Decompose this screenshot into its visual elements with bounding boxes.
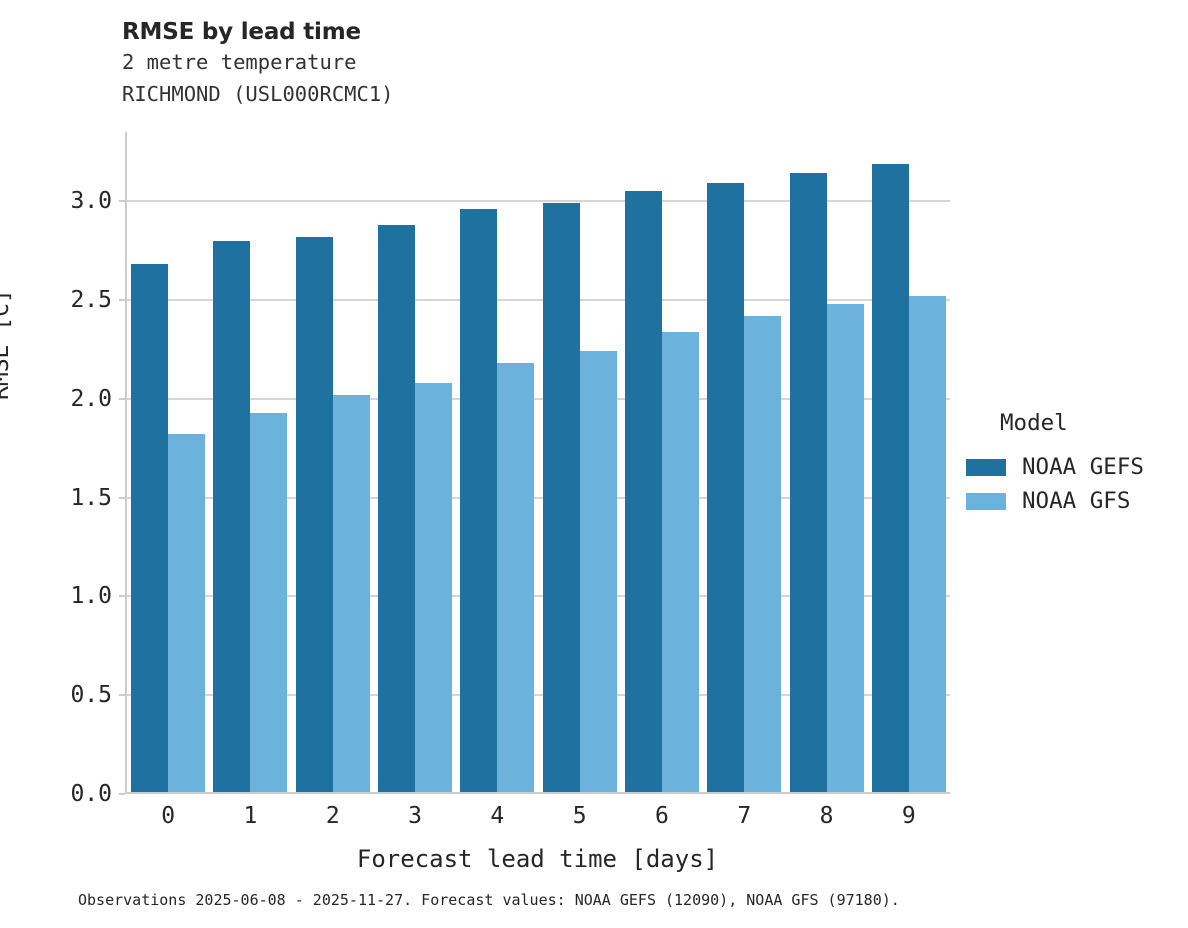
gridline [127, 496, 950, 499]
y-axis-tick-label: 1.5 [70, 484, 112, 511]
subtitle-variable: 2 metre temperature [122, 50, 357, 74]
bar-gefs-day-1[interactable] [213, 240, 251, 792]
y-axis-tick-mark [119, 793, 125, 795]
x-axis-tick-label: 9 [901, 803, 916, 829]
bar-gfs-day-8[interactable] [826, 303, 864, 792]
legend-swatch-icon [966, 492, 1006, 510]
legend-item-label: NOAA GFS [1022, 487, 1131, 514]
title-block: RMSE by lead time 2 metre temperature RI… [122, 18, 922, 110]
bar-group [789, 132, 864, 792]
y-axis-tick-mark [119, 496, 125, 499]
gridline [127, 595, 950, 598]
bar-gfs-day-4[interactable] [497, 363, 535, 792]
bar-group [624, 132, 699, 792]
bar-gfs-day-1[interactable] [250, 412, 288, 792]
y-axis-spine [125, 132, 127, 794]
x-axis-tick-labels: 0 1 2 3 4 5 6 7 8 9 [127, 805, 950, 839]
y-axis-title: RMSE [C] [0, 289, 14, 400]
y-axis-tick-mark [119, 298, 125, 301]
legend: Model NOAA GEFS NOAA GFS [966, 410, 1180, 518]
bar-group [542, 132, 617, 792]
y-axis-tick-mark [119, 200, 125, 203]
x-axis-tick-label: 6 [655, 803, 669, 829]
bar-group [295, 132, 370, 792]
bar-gefs-day-9[interactable] [871, 163, 909, 792]
bar-gfs-day-0[interactable] [168, 434, 206, 792]
x-axis-tick-label: 4 [490, 803, 505, 829]
bar-gfs-day-5[interactable] [579, 351, 617, 792]
x-axis-title: Forecast lead time [days] [356, 845, 719, 873]
gridline [127, 397, 950, 400]
x-axis-spine [125, 792, 950, 794]
gridline [127, 200, 950, 203]
bar-gefs-day-6[interactable] [624, 191, 662, 792]
y-axis-tick-label: 2.5 [70, 286, 112, 313]
bar-gefs-day-0[interactable] [131, 264, 169, 792]
bar-group [378, 132, 453, 792]
y-axis-tick-label: 2.0 [70, 385, 112, 412]
legend-item-gfs[interactable]: NOAA GFS [966, 484, 1180, 518]
y-axis-tick-label: 1.0 [70, 583, 112, 610]
y-axis-tick-mark [119, 397, 125, 400]
bar-gefs-day-2[interactable] [295, 236, 333, 792]
bar-gefs-day-7[interactable] [707, 183, 745, 792]
y-axis-tick-mark [119, 694, 125, 697]
y-axis-tick-mark [119, 595, 125, 598]
legend-rows: NOAA GEFS NOAA GFS [966, 450, 1180, 518]
bar-gfs-day-7[interactable] [744, 315, 782, 792]
y-axis-tick-labels: 0.0 0.5 1.0 1.5 2.0 2.5 3.0 [38, 132, 112, 806]
bar-gfs-day-9[interactable] [908, 296, 946, 792]
bar-gefs-day-5[interactable] [542, 203, 580, 792]
subtitle-station: RICHMOND (USL000RCMC1) [122, 82, 394, 106]
bar-group [871, 132, 946, 792]
x-axis-tick-label: 2 [325, 803, 340, 829]
bar-gfs-day-2[interactable] [332, 394, 370, 792]
gridline [127, 298, 950, 301]
bar-gefs-day-4[interactable] [460, 209, 498, 792]
y-axis-tick-label: 0.5 [70, 682, 112, 709]
chart-caption: Observations 2025-06-08 - 2025-11-27. Fo… [78, 891, 900, 909]
legend-swatch-icon [966, 458, 1006, 476]
legend-item-label: NOAA GEFS [1022, 453, 1144, 480]
page-title: RMSE by lead time [122, 19, 361, 45]
bar-group [131, 132, 206, 792]
x-axis-tick-label: 7 [737, 803, 752, 829]
bar-gfs-day-3[interactable] [415, 382, 453, 792]
plot-area [119, 132, 950, 795]
bar-group [460, 132, 535, 792]
legend-item-gefs[interactable]: NOAA GEFS [966, 450, 1180, 484]
bar-group [707, 132, 782, 792]
bar-group [213, 132, 288, 792]
bar-gefs-day-8[interactable] [789, 173, 827, 792]
bar-gfs-day-6[interactable] [661, 331, 699, 792]
x-axis-tick-label: 3 [408, 803, 422, 829]
gridline [127, 694, 950, 697]
x-axis-tick-label: 1 [243, 803, 258, 829]
legend-title: Model [1000, 410, 1068, 436]
x-axis-tick-label: 5 [572, 803, 587, 829]
x-axis-tick-label: 8 [819, 803, 834, 829]
y-axis-tick-label: 0.0 [70, 781, 112, 807]
bar-gefs-day-3[interactable] [378, 224, 416, 792]
x-axis-tick-label: 0 [161, 803, 176, 829]
y-axis-tick-label: 3.0 [70, 188, 112, 215]
bar-canvas [119, 132, 950, 795]
